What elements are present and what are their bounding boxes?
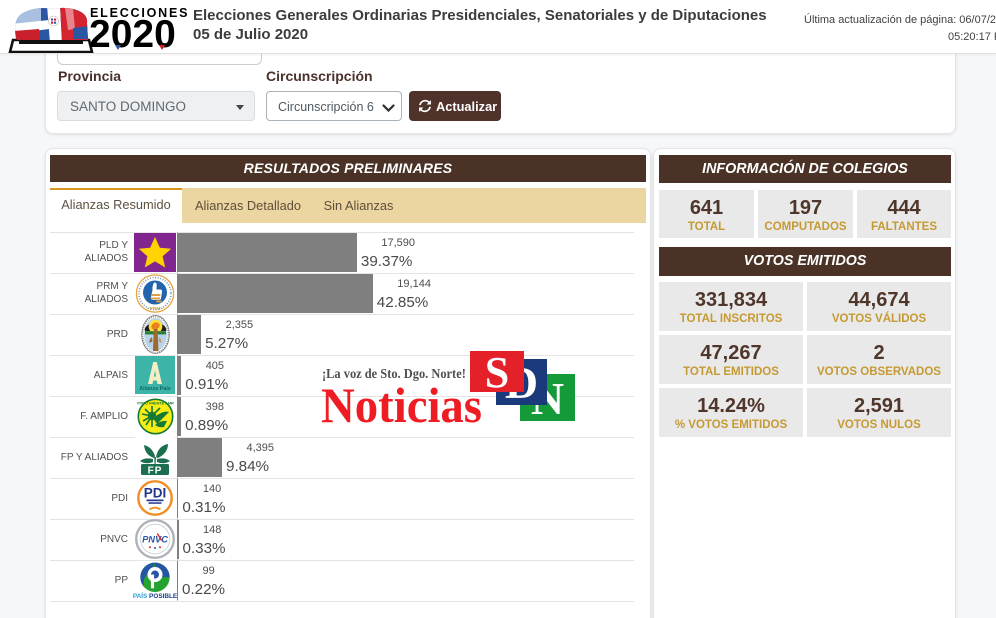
svg-text:- PRM -: - PRM - xyxy=(147,306,164,312)
svg-text:FP: FP xyxy=(148,466,163,477)
svg-text:PAÍS POSIBLE: PAÍS POSIBLE xyxy=(133,591,177,600)
svg-text:PNVC: PNVC xyxy=(142,535,168,545)
svg-text:PDI: PDI xyxy=(144,486,167,501)
svg-text:Alianza País: Alianza País xyxy=(139,386,170,392)
svg-text:PARTIDO FRENTE AMPLIO: PARTIDO FRENTE AMPLIO xyxy=(137,401,174,405)
